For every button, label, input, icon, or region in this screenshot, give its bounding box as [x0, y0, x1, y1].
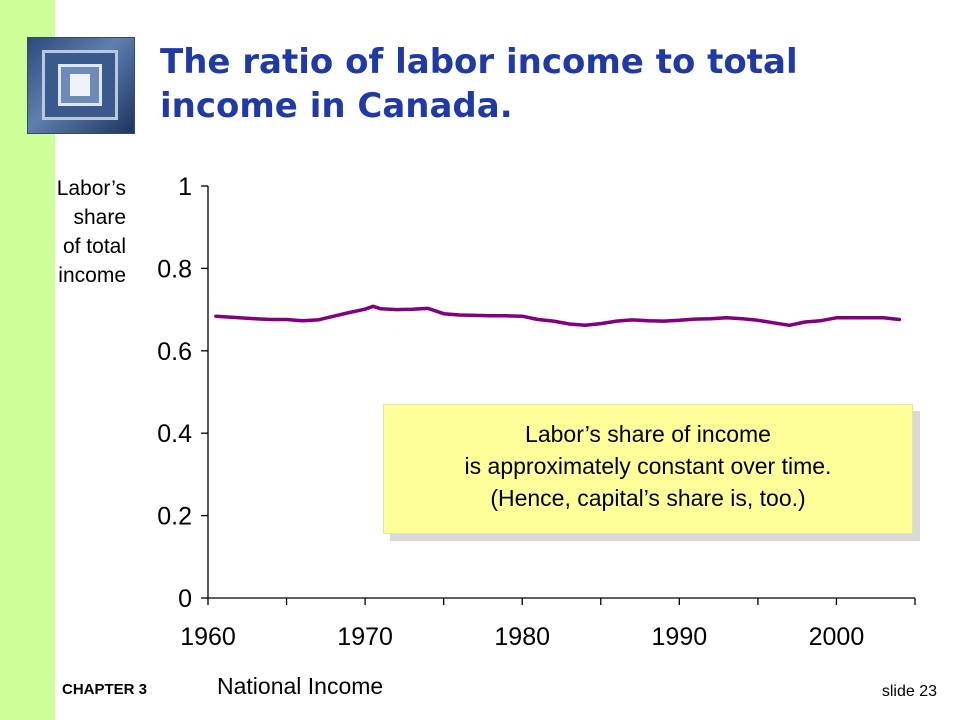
chapter-logo-image: [27, 37, 135, 134]
footer-topic: National Income: [217, 673, 384, 699]
y-tick-label: 0.8: [157, 255, 192, 283]
callout-line: (Hence, capital’s share is, too.): [490, 485, 806, 511]
callout-box: Labor’s share of income is approximately…: [383, 404, 913, 534]
footer-chapter: CHAPTER 3: [62, 681, 148, 698]
callout-line: is approximately constant over time.: [464, 453, 832, 479]
x-tick-label: 1960: [180, 623, 236, 651]
y-axis-label-line: income: [58, 264, 126, 287]
x-tick-label: 1990: [652, 623, 708, 651]
y-axis-label: Labor’s share of total income: [20, 174, 126, 290]
series-line: [214, 304, 902, 328]
x-tick-label: 2000: [809, 623, 865, 651]
callout-line: Labor’s share of income: [525, 421, 771, 447]
y-tick-label: 0: [178, 585, 192, 613]
y-tick-label: 0.6: [157, 338, 192, 366]
x-tick-label: 1980: [494, 623, 550, 651]
y-tick-label: 1: [178, 173, 192, 201]
y-axis-label-line: Labor’s: [56, 177, 126, 200]
slide-title: The ratio of labor income to total incom…: [160, 42, 798, 126]
x-tick-label: 1970: [337, 623, 393, 651]
y-tick-label: 0.4: [157, 420, 192, 448]
y-axis-label-line: of total: [62, 235, 126, 258]
y-tick-label: 0.2: [157, 503, 192, 531]
slide-number: slide 23: [881, 683, 937, 700]
y-axis-label-line: share: [73, 206, 126, 229]
